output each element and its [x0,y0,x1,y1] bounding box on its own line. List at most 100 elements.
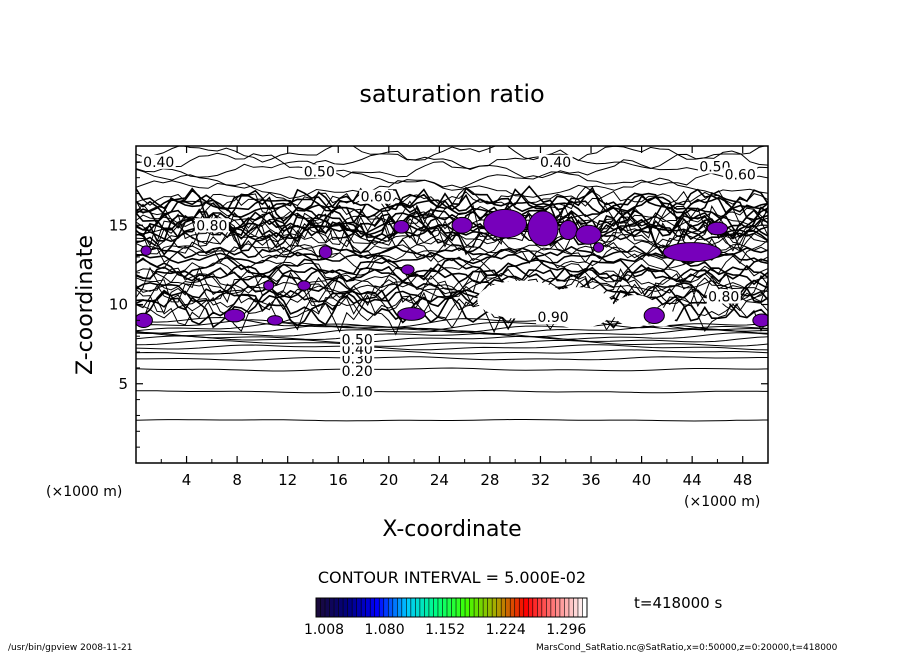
contour-label: 0.80 [196,218,227,234]
x-axis-label: X-coordinate [382,517,521,542]
colorbar-cell [419,598,425,617]
contour-line [136,218,768,253]
footer-left: /usr/bin/gpview 2008-11-21 [8,643,132,653]
contour-line [136,186,768,226]
colorbar-cell [437,598,443,617]
colorbar-cell [537,598,542,617]
contour-line [136,193,768,216]
colorbar-cell [329,598,335,617]
colorbar-cell [397,598,402,617]
colorbar-cell [451,598,457,617]
supersaturated-region [397,307,426,321]
x-unit-left: (×1000 m) [46,484,122,500]
contour-line [136,177,768,200]
colorbar-cell [564,598,569,617]
contour-line [136,196,768,219]
contour-line [136,149,768,171]
contour-label-background [538,154,573,169]
colorbar-cell [483,598,488,617]
colorbar-tick-label: 1.080 [365,622,405,638]
y-tick-label: 10 [109,296,128,314]
x-tick-label: 20 [379,471,398,489]
contour-line [136,263,768,300]
colorbar-cell [392,598,398,617]
colorbar-cell [428,598,434,617]
colorbar-cell [370,598,375,617]
colorbar-cell [410,598,416,617]
contour-line [136,335,768,344]
colorbar-cell [496,598,502,617]
contour-line [136,255,768,279]
x-tick-label: 24 [430,471,449,489]
colorbar [315,597,588,618]
contour-interval-text: CONTOUR INTERVAL = 5.000E-02 [318,568,586,587]
colorbar-cell [442,598,447,617]
colorbar-cell [365,598,371,617]
contour-label-background [723,167,758,182]
contour-line [136,159,768,179]
colorbar-cell [528,598,533,617]
contour-label: 0.20 [342,364,373,380]
colorbar-cell [446,598,452,617]
colorbar-cell [492,598,497,617]
contour-label-background [536,310,571,325]
supersaturated-region [136,312,153,328]
contour-label: 0.50 [304,164,335,180]
colorbar-cell [361,598,366,617]
colorbar-cell [541,598,547,617]
colorbar-cell [519,598,524,617]
contour-label-background [340,332,375,347]
supersaturated-region [643,307,665,325]
contour-line [136,349,768,355]
colorbar-cell [320,598,326,617]
contour-lines [136,146,768,422]
contour-line [136,217,768,249]
colorbar-tick-label: 1.152 [425,622,465,638]
colorbar-cell [505,598,511,617]
colorbar-tick-label: 1.296 [546,622,586,638]
supersaturated-region [752,313,768,328]
colorbar-cell [356,598,362,617]
contour-label-background [340,384,375,399]
contour-line [136,146,767,163]
contour-line [136,245,768,260]
x-tick-label: 32 [531,471,550,489]
supersaturated-region [558,219,578,241]
supersaturated-region [263,280,275,291]
colorbar-cell [406,598,411,617]
chart-title: saturation ratio [359,80,544,108]
contour-line [136,280,768,293]
colorbar-cell [334,598,339,617]
contour-line [136,367,768,372]
x-tick-label: 48 [733,471,752,489]
supersaturated-region [266,315,284,326]
contour-line [136,419,768,422]
colorbar-cell [433,598,438,617]
colorbar-cell [568,598,574,617]
supersaturated-region [527,210,559,247]
plot-frame [135,145,769,464]
contour-line [136,203,768,253]
contour-line [136,223,768,243]
colorbar-cell [401,598,407,617]
colorbar-cell [352,598,357,617]
colorbar-cell [546,598,551,617]
contour-label: 0.40 [540,155,571,171]
contour-line [136,202,768,240]
colorbar-cell [510,598,515,617]
contour-line [136,264,768,284]
colorbar-cell [577,598,583,617]
colorbar-cell [460,598,466,617]
supersaturated-region [451,216,473,234]
time-label: t=418000 s [634,594,722,612]
colorbar-cell [501,598,506,617]
contour-label: 0.60 [361,190,392,206]
contour-line [136,168,768,189]
contour-line [136,204,768,243]
colorbar-cell [487,598,493,617]
x-tick-label: 40 [632,471,651,489]
colorbar-frame [315,597,588,618]
colorbar-tick-labels: 1.008 1.080 1.152 1.224 1.296 [304,622,586,638]
colorbar-cell [469,598,475,617]
